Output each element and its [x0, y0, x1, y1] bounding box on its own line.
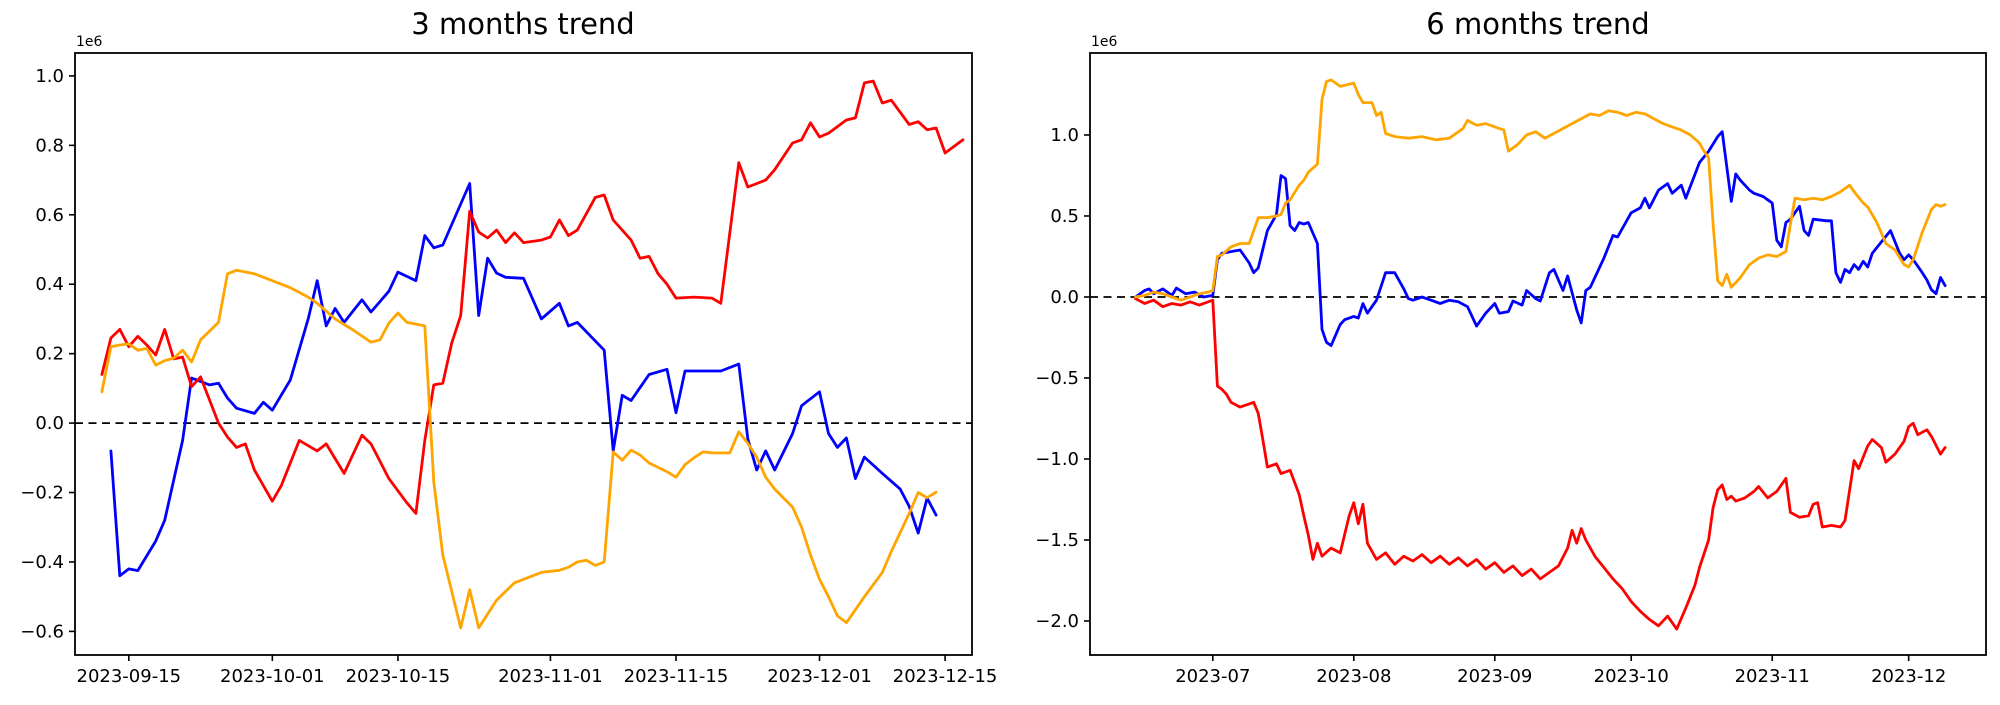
- y-tick-label: 1.0: [1050, 125, 1079, 146]
- chart-title: 6 months trend: [1426, 7, 1649, 41]
- x-tick-label: 2023-12-15: [893, 666, 998, 687]
- y-tick-label: 0.8: [35, 135, 64, 156]
- y-tick-label: 0.0: [35, 413, 64, 434]
- series-line-red: [1134, 297, 1947, 631]
- y-tick-label: 0.4: [35, 274, 64, 295]
- y-tick-label: −0.5: [1035, 368, 1079, 389]
- x-tick-label: 2023-10: [1594, 666, 1669, 687]
- y-tick-label: 0.6: [35, 205, 64, 226]
- y-tick-label: 0.5: [1050, 206, 1079, 227]
- plot-border: [1089, 52, 1987, 656]
- y-axis-offset-label: 1e6: [76, 34, 103, 50]
- chart-title: 3 months trend: [411, 7, 634, 41]
- x-tick-label: 2023-12: [1871, 666, 1946, 687]
- series-line-orange: [100, 268, 938, 630]
- x-tick-label: 2023-11-01: [498, 666, 603, 687]
- x-tick-label: 2023-10-01: [220, 666, 325, 687]
- y-tick-label: 0.2: [35, 344, 64, 365]
- chart-3-months-trend: 3 months trend 1e6 1.0 0.8 0.6 0.4 0.2 0.0 −0.2…: [20, 7, 997, 687]
- x-tick-label: 2023-11: [1735, 666, 1810, 687]
- x-tick-label: 2023-07: [1175, 666, 1250, 687]
- y-tick-label: −0.4: [20, 552, 64, 573]
- plot-border: [74, 52, 973, 656]
- y-tick-label: −0.6: [20, 621, 64, 642]
- series-line-blue: [109, 182, 938, 578]
- chart-6-months-trend: 6 months trend 1e6 1.0 0.5 0.0 −0.5 −1.0 −1.5 −…: [1035, 7, 1987, 687]
- y-tick-label: −0.2: [20, 483, 64, 504]
- series-line-blue: [1134, 130, 1947, 348]
- x-tick-label: 2023-09-15: [77, 666, 182, 687]
- y-tick-label: −1.5: [1035, 530, 1079, 551]
- x-tick-label: 2023-10-15: [346, 666, 451, 687]
- x-tick-label: 2023-12-01: [767, 666, 872, 687]
- y-axis-offset-label: 1e6: [1091, 34, 1118, 50]
- series-line-red: [100, 79, 965, 515]
- y-tick-label: −2.0: [1035, 611, 1079, 632]
- x-tick-label: 2023-08: [1316, 666, 1391, 687]
- y-tick-label: −1.0: [1035, 449, 1079, 470]
- y-tick-label: 1.0: [35, 66, 64, 87]
- x-tick-label: 2023-09: [1457, 666, 1532, 687]
- y-tick-label: 0.0: [1050, 287, 1079, 308]
- x-tick-label: 2023-11-15: [624, 666, 729, 687]
- series-line-orange: [1134, 78, 1947, 302]
